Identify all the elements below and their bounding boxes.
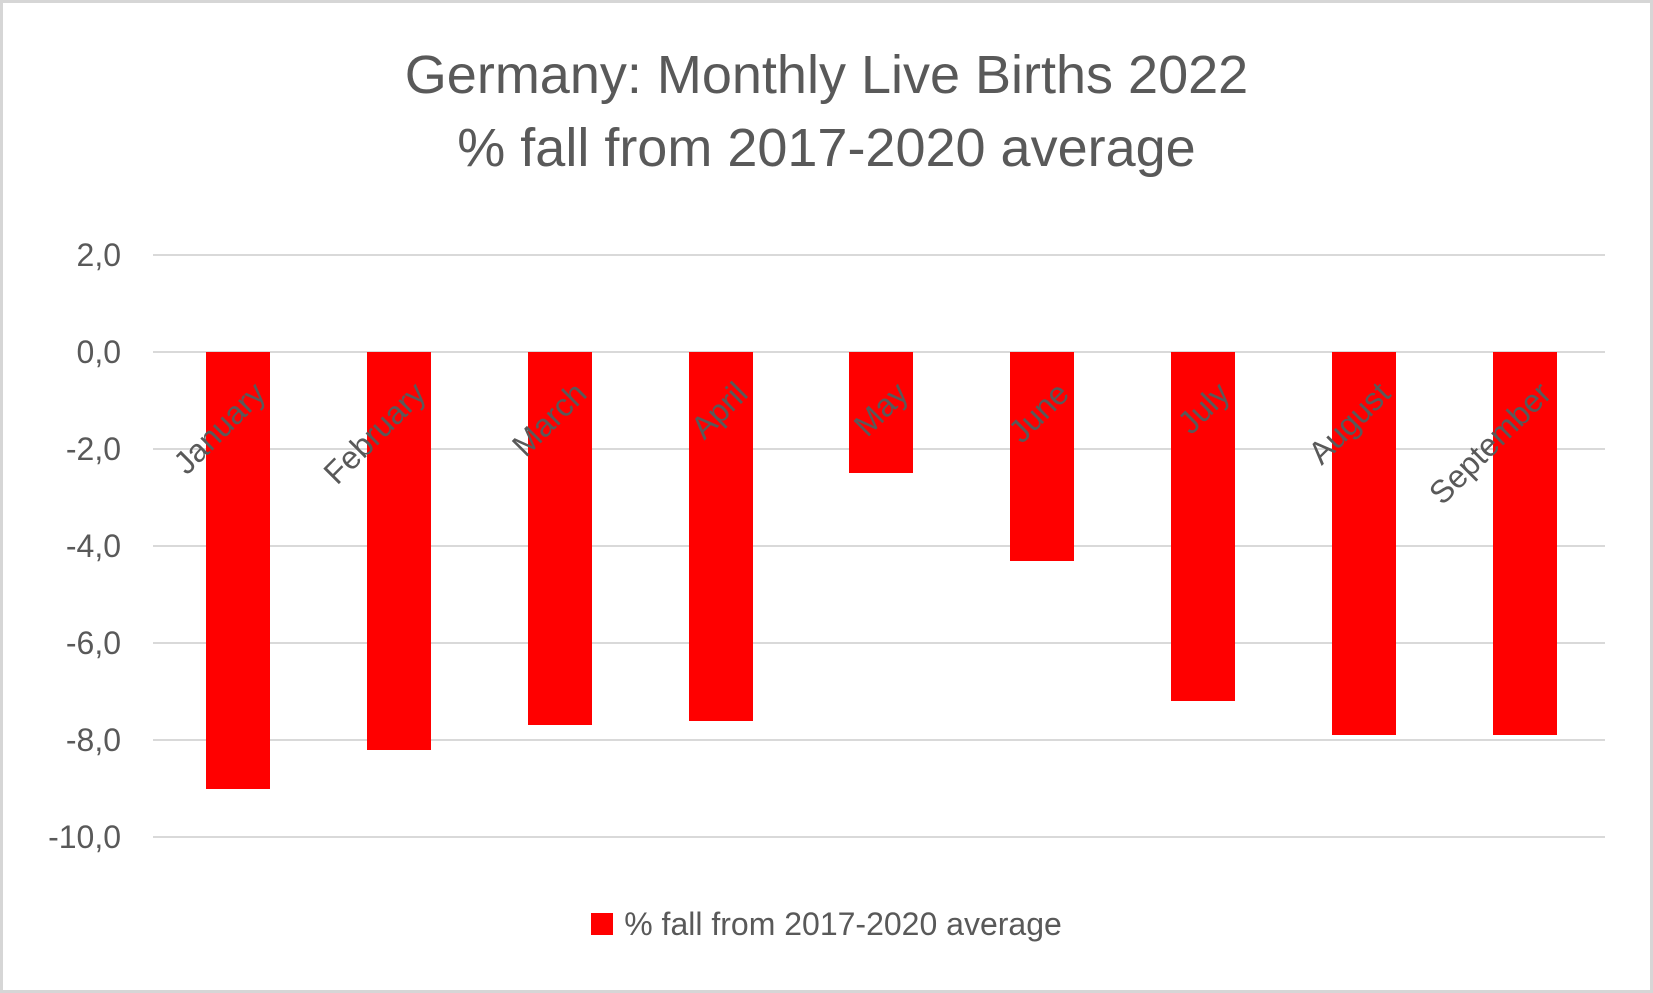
gridline xyxy=(153,545,1605,547)
chart-title-line2: % fall from 2017-2020 average xyxy=(457,118,1196,178)
bar-june xyxy=(1010,352,1075,561)
bar-april xyxy=(688,352,753,721)
bar-august xyxy=(1331,352,1396,736)
chart-title: Germany: Monthly Live Births 2022 % fall… xyxy=(3,39,1650,185)
legend-label: % fall from 2017-2020 average xyxy=(624,906,1062,942)
gridline xyxy=(153,642,1605,644)
gridline xyxy=(153,836,1605,838)
y-axis-tick-label: -10,0 xyxy=(48,819,121,855)
y-axis-tick-label: -4,0 xyxy=(65,528,121,564)
bar-may xyxy=(849,352,914,474)
y-axis-tick-label: -8,0 xyxy=(65,722,121,758)
bar-july xyxy=(1171,352,1236,702)
y-axis-tick-label: 0,0 xyxy=(76,334,121,370)
y-axis-tick-label: -6,0 xyxy=(65,625,121,661)
legend-swatch-icon xyxy=(591,913,614,935)
gridline xyxy=(153,739,1605,741)
bar-september xyxy=(1492,352,1557,736)
chart-title-line1: Germany: Monthly Live Births 2022 xyxy=(404,45,1249,105)
bar-january xyxy=(206,352,271,789)
y-axis-tick-label: 2,0 xyxy=(76,237,121,273)
bar-march xyxy=(527,352,592,726)
y-axis-tick-label: -2,0 xyxy=(65,431,121,467)
legend: % fall from 2017-2020 average xyxy=(3,905,1650,943)
bar-february xyxy=(367,352,432,750)
gridline xyxy=(153,254,1605,256)
